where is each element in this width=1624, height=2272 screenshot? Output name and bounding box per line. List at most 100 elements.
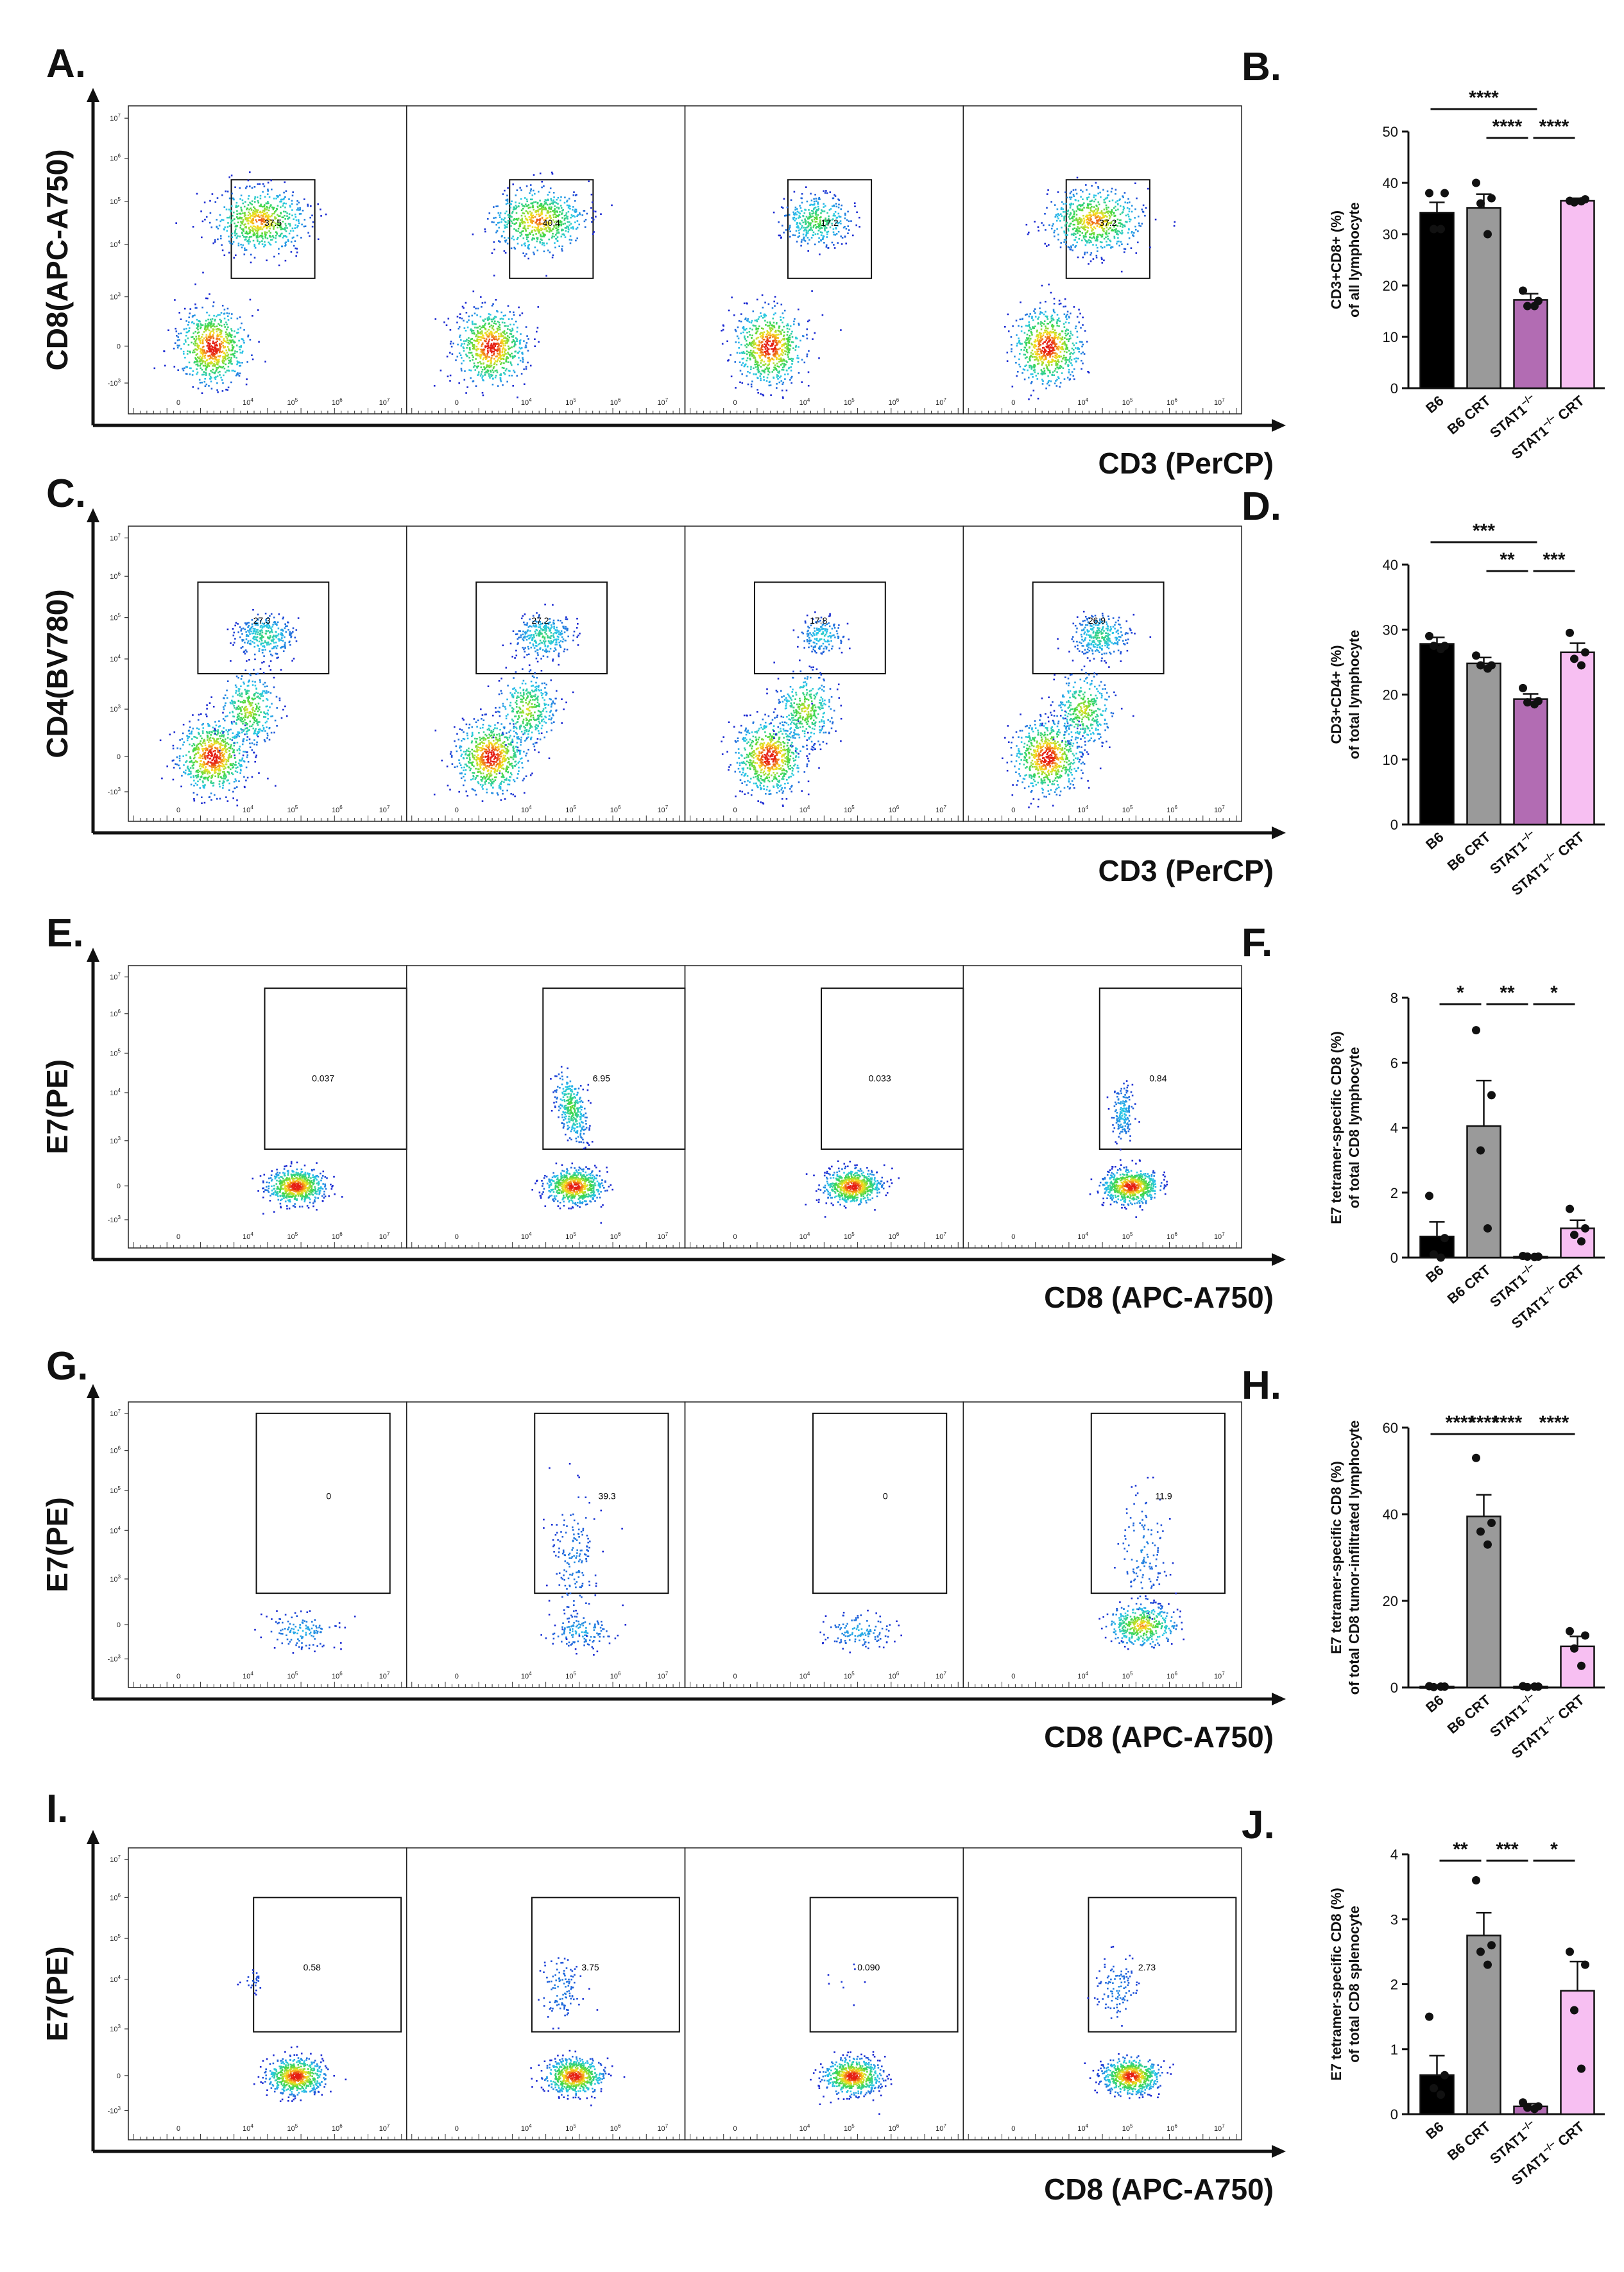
event-dot <box>258 219 260 221</box>
event-dot <box>244 217 246 219</box>
event-dot <box>256 210 258 212</box>
event-dot <box>228 176 230 178</box>
event-dot <box>208 385 210 387</box>
event-dot <box>230 318 232 320</box>
event-dot <box>213 332 215 334</box>
event-dot <box>220 366 222 368</box>
event-dot <box>209 314 210 316</box>
event-dot <box>211 354 213 355</box>
event-dot <box>225 191 227 192</box>
event-dot <box>220 238 222 240</box>
event-dot <box>187 353 189 355</box>
event-dot <box>200 324 202 326</box>
event-dot <box>201 349 203 351</box>
event-dot <box>201 369 203 371</box>
event-dot <box>230 222 232 224</box>
event-dot <box>177 347 179 349</box>
event-dot <box>248 198 250 200</box>
event-dot <box>196 368 198 370</box>
event-dot <box>197 365 199 367</box>
event-dot <box>188 330 190 332</box>
event-dot <box>280 212 282 214</box>
event-dot <box>240 352 242 354</box>
event-dot <box>488 341 490 343</box>
event-dot <box>283 211 285 213</box>
event-dot <box>231 330 233 332</box>
event-dot <box>286 230 287 232</box>
event-dot <box>300 237 302 239</box>
event-dot <box>202 272 204 274</box>
event-dot <box>221 244 223 246</box>
event-dot <box>468 320 470 321</box>
event-dot <box>223 375 225 377</box>
event-dot <box>258 216 260 218</box>
event-dot <box>235 255 237 257</box>
event-dot <box>231 337 233 339</box>
event-dot <box>465 392 467 394</box>
event-dot <box>264 233 266 235</box>
event-dot <box>176 330 178 332</box>
event-dot <box>214 346 216 348</box>
event-dot <box>253 240 255 242</box>
event-dot <box>296 200 298 202</box>
event-dot <box>227 217 228 219</box>
event-dot <box>200 343 202 345</box>
subplot-frame <box>407 106 685 414</box>
event-dot <box>273 237 275 239</box>
event-dot <box>251 236 253 238</box>
event-dot <box>185 320 187 322</box>
event-dot <box>513 324 515 326</box>
event-dot <box>241 362 243 364</box>
event-dot <box>216 330 218 332</box>
event-dot <box>174 366 176 368</box>
event-dot <box>176 345 178 346</box>
event-dot <box>273 228 275 230</box>
event-dot <box>244 249 246 251</box>
event-dot <box>239 227 241 229</box>
event-dot <box>217 391 219 393</box>
event-dot <box>244 253 246 255</box>
event-dot <box>199 321 201 323</box>
event-dot <box>239 349 241 351</box>
event-dot <box>200 327 202 329</box>
event-dot <box>249 185 251 187</box>
event-dot <box>273 256 275 258</box>
event-dot <box>221 343 223 345</box>
event-dot <box>266 260 268 262</box>
x-tick-label: 107 <box>657 397 668 407</box>
event-dot <box>266 232 268 234</box>
event-dot <box>252 212 254 214</box>
event-dot <box>262 211 264 213</box>
event-dot <box>201 307 203 309</box>
x-tick-label: 104 <box>243 397 253 407</box>
event-dot <box>212 337 214 339</box>
event-dot <box>257 184 259 185</box>
event-dot <box>228 332 230 334</box>
event-dot <box>270 244 272 246</box>
event-dot <box>193 323 195 325</box>
event-dot <box>265 213 267 215</box>
event-dot <box>243 342 245 344</box>
event-dot <box>284 182 286 184</box>
event-dot <box>268 203 269 205</box>
event-dot <box>210 380 212 382</box>
event-dot <box>228 387 230 389</box>
event-dot <box>245 187 247 189</box>
event-dot <box>200 340 201 342</box>
event-dot <box>206 216 208 218</box>
event-dot <box>189 368 191 370</box>
event-dot <box>238 243 240 244</box>
event-dot <box>235 235 237 237</box>
event-dot <box>268 242 269 244</box>
event-dot <box>180 332 182 334</box>
event-dot <box>258 202 260 204</box>
event-dot <box>239 362 241 364</box>
event-dot <box>285 225 287 227</box>
event-dot <box>228 335 230 337</box>
event-dot <box>267 237 269 239</box>
event-dot <box>187 337 189 339</box>
event-dot <box>216 389 218 391</box>
event-dot <box>217 314 219 316</box>
event-dot <box>215 348 217 350</box>
event-dot <box>279 215 281 217</box>
